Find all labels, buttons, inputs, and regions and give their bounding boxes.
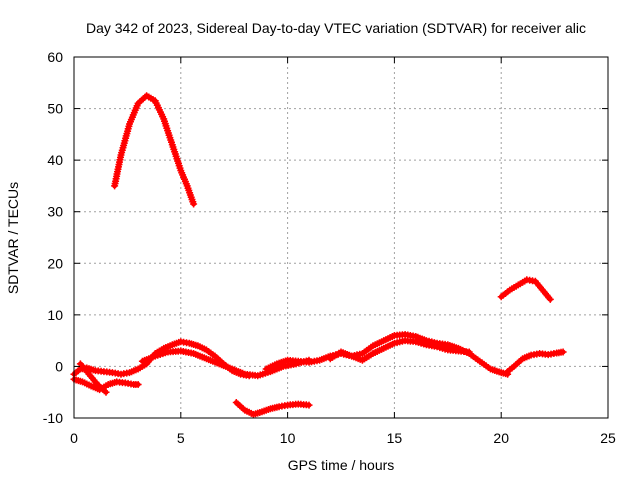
series-arc-8 [326,337,473,364]
data-point [102,388,110,396]
series-arc-1 [111,92,198,208]
y-tick-label: 30 [47,204,63,220]
y-tick-label: 50 [47,101,63,117]
series-arc-5 [138,347,313,380]
series-arc-4 [76,360,110,396]
x-tick-label: 15 [387,430,403,446]
y-tick-label: 20 [47,255,63,271]
series-arc-10 [504,348,567,376]
x-tick-label: 10 [280,430,296,446]
y-tick-label: -10 [43,410,63,426]
axis-ticks: 0 5 10 15 20 25 -10 0 10 20 30 40 50 60 [43,49,616,446]
grid-lines [74,57,608,418]
x-tick-label: 0 [70,430,78,446]
plot-frame [73,56,609,419]
x-tick-label: 20 [493,430,509,446]
x-axis-label: GPS time / hours [288,457,395,473]
data-point [559,348,567,356]
series-arc-3 [70,375,142,394]
chart-title: Day 342 of 2023, Sidereal Day-to-day VTE… [86,20,586,36]
x-tick-label: 25 [600,430,616,446]
series-arc-6 [232,399,313,418]
data-point [305,401,313,409]
y-axis-label: SDTVAR / TECUs [5,182,21,294]
y-tick-label: 10 [47,307,63,323]
y-tick-label: 60 [47,49,63,65]
data-series [70,92,567,418]
y-tick-label: 0 [55,358,63,374]
series-arc-9 [497,276,554,303]
x-tick-label: 5 [177,430,185,446]
data-point [134,381,142,388]
data-point [465,348,473,356]
data-point [546,295,554,303]
data-point [190,200,198,208]
y-tick-label: 40 [47,152,63,168]
